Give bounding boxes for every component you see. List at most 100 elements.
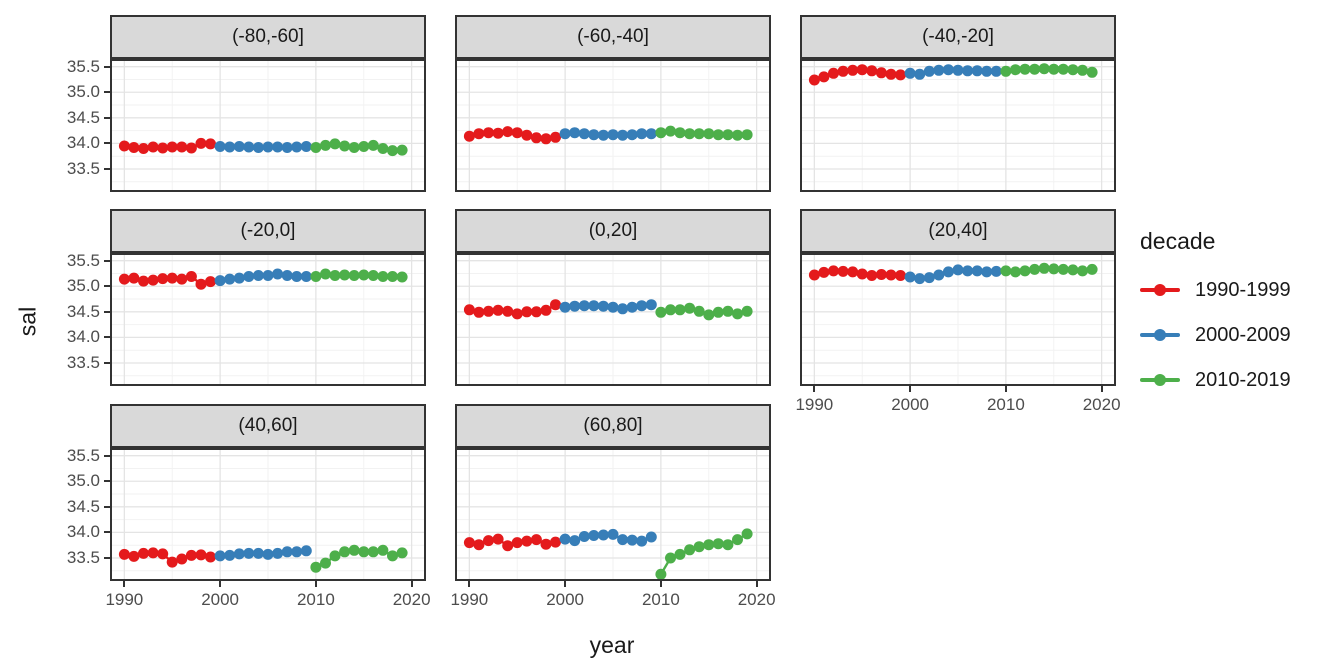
facet-strip: (0,20] — [455, 209, 771, 253]
x-tick-label: 2020 — [392, 590, 431, 609]
data-point — [636, 128, 648, 140]
data-point — [942, 64, 954, 76]
data-point — [607, 528, 619, 540]
y-tick-label: 34.5 — [66, 496, 100, 516]
data-point — [176, 273, 188, 285]
x-tick-label: 2010 — [986, 395, 1025, 414]
data-point — [828, 67, 839, 79]
data-point — [147, 547, 159, 559]
data-point — [942, 266, 954, 278]
data-point — [981, 266, 993, 278]
panel-border — [800, 253, 1116, 386]
data-point — [578, 300, 590, 312]
data-point — [712, 538, 724, 550]
data-point — [483, 127, 494, 139]
data-point — [1067, 64, 1079, 76]
data-point — [320, 139, 331, 151]
data-point — [233, 141, 245, 152]
data-point — [185, 549, 197, 561]
data-point — [262, 548, 274, 560]
data-point — [684, 302, 696, 314]
data-point — [990, 65, 1002, 77]
x-tick-mark — [123, 581, 126, 587]
y-tick-mark — [104, 454, 110, 457]
data-point — [272, 547, 284, 559]
legend-entry: 2000-2009 — [1140, 322, 1291, 348]
data-point — [588, 530, 600, 541]
x-tick-label: 2010 — [641, 590, 680, 609]
y-tick-label: 35.5 — [66, 56, 100, 76]
data-point — [233, 272, 245, 284]
data-point — [875, 67, 887, 79]
data-point — [367, 139, 379, 151]
data-point — [645, 128, 657, 140]
data-point — [243, 141, 255, 153]
facet-label: (-60,-40] — [577, 26, 649, 47]
data-point — [521, 129, 533, 141]
data-point — [933, 269, 945, 281]
data-point — [645, 299, 657, 311]
data-point — [712, 129, 724, 141]
data-point — [483, 535, 494, 547]
data-point — [578, 531, 590, 542]
data-point — [626, 129, 638, 141]
data-point — [463, 130, 475, 142]
data-point — [578, 128, 590, 140]
data-point — [492, 127, 504, 139]
data-point — [329, 550, 341, 562]
data-point — [655, 568, 667, 580]
legend-key-icon — [1140, 369, 1180, 391]
data-point — [128, 550, 140, 562]
data-point — [732, 308, 743, 320]
data-point — [818, 266, 830, 278]
data-point — [320, 557, 331, 569]
data-point — [358, 141, 370, 152]
facet-strip: (-60,-40] — [455, 15, 771, 59]
data-point — [157, 548, 169, 560]
y-tick-mark — [104, 480, 110, 483]
facet-panel-(20,40] — [800, 253, 1116, 386]
data-point — [550, 536, 561, 548]
x-tick-mark — [1100, 386, 1103, 392]
data-point — [674, 304, 686, 316]
data-point — [310, 271, 322, 282]
data-point — [243, 271, 255, 282]
data-point — [233, 548, 245, 560]
data-point — [185, 142, 197, 154]
data-point — [1038, 63, 1050, 75]
data-point — [195, 278, 207, 290]
facet-panel-(-20,0] — [110, 253, 426, 386]
y-tick-label: 33.5 — [66, 352, 100, 372]
panel-border — [455, 253, 771, 386]
panel-border — [800, 59, 1116, 192]
data-point — [348, 544, 360, 556]
data-point — [703, 128, 715, 140]
data-point — [377, 544, 389, 556]
x-tick-mark — [755, 581, 758, 587]
data-point — [205, 138, 216, 150]
facet-label: (20,40] — [928, 220, 988, 241]
data-point — [214, 550, 226, 562]
facet-strip: (40,60] — [110, 404, 426, 448]
panel-border — [455, 448, 771, 581]
data-point — [550, 131, 561, 143]
y-tick-mark — [104, 310, 110, 313]
panel-border — [110, 253, 426, 386]
data-point — [387, 550, 398, 562]
data-point — [818, 71, 830, 83]
data-point — [530, 306, 542, 318]
data-point — [540, 304, 552, 316]
data-point — [1000, 265, 1012, 277]
y-tick-label: 35.5 — [66, 250, 100, 270]
data-point — [952, 64, 964, 76]
panel-border — [110, 448, 426, 581]
data-point — [655, 306, 667, 318]
data-point — [511, 127, 523, 139]
y-tick-label: 34.0 — [66, 133, 100, 153]
y-tick-label: 33.5 — [66, 547, 100, 567]
facet-panel-(0,20] — [455, 253, 771, 386]
data-point — [665, 304, 676, 316]
x-tick-label: 2020 — [1082, 395, 1121, 414]
legend-entries: 1990-1999 2000-2009 2010-2019 — [1140, 277, 1291, 412]
x-tick-mark — [564, 581, 567, 587]
